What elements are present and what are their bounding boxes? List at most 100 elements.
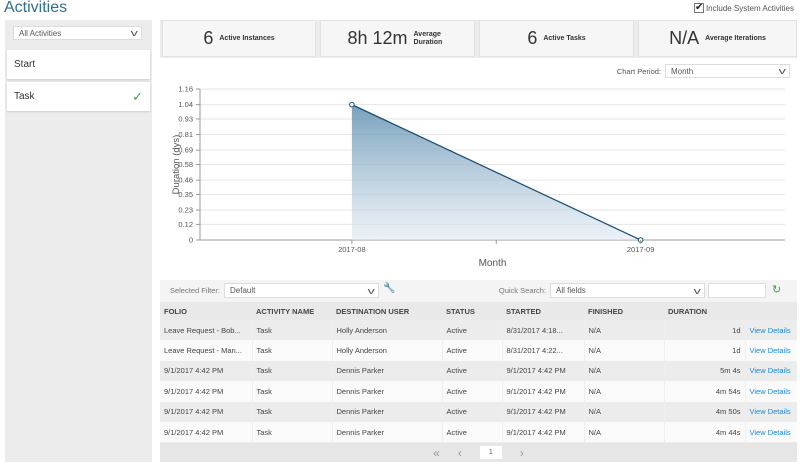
table-cell: 9/1/2017 4:42 PM bbox=[160, 421, 253, 443]
x-tick-label: 2017-08 bbox=[338, 245, 366, 254]
wrench-icon[interactable]: 🔧 bbox=[383, 283, 396, 294]
activity-sidebar: All Activities v Start Task ✓ bbox=[5, 20, 152, 462]
column-header[interactable]: STARTED bbox=[502, 302, 584, 320]
column-header[interactable]: DURATION bbox=[664, 302, 745, 320]
table-cell: Dennis Parker bbox=[332, 401, 443, 422]
table-cell: Dennis Parker bbox=[332, 381, 443, 402]
table-cell: 4m 44s bbox=[664, 421, 746, 443]
table-cell: 5m 4s bbox=[664, 360, 746, 382]
x-axis-title: Month bbox=[479, 258, 507, 269]
duration-chart: 0 0.12 0.23 0.35 0.46 0.58 0.69 0.81 0.93 1.04 1.1… bbox=[171, 85, 785, 269]
table-cell: Task bbox=[252, 320, 333, 341]
include-system-label: Include System Activities bbox=[705, 3, 794, 13]
activity-filter-value: All Activities bbox=[19, 28, 62, 38]
activity-label: Start bbox=[14, 59, 36, 70]
filter-bar: Selected Filter: Default v 🔧 Quick Search… bbox=[160, 280, 797, 302]
y-tick-label: 0.69 bbox=[178, 146, 193, 155]
stat-active-instances: 6 Active Instances bbox=[162, 20, 316, 57]
activity-filter-select[interactable]: All Activities v bbox=[13, 26, 142, 40]
first-page-icon[interactable]: « bbox=[433, 445, 440, 460]
stat-average-iterations: N/A Average Iterations bbox=[638, 20, 797, 57]
prev-page-icon[interactable]: ‹ bbox=[457, 445, 462, 460]
view-details-link[interactable]: View Details bbox=[745, 381, 797, 402]
stat-label: Average Duration bbox=[413, 30, 443, 46]
activity-item-start[interactable]: Start bbox=[7, 50, 150, 79]
table-cell: Task bbox=[252, 381, 333, 402]
table-cell: 4m 50s bbox=[664, 401, 746, 422]
column-header[interactable]: DESTINATION USER bbox=[332, 302, 442, 320]
x-tick-label: 2017-09 bbox=[627, 245, 655, 254]
table-cell: N/A bbox=[584, 320, 665, 341]
table-cell: 8/31/2017 4:22... bbox=[502, 340, 585, 361]
activity-item-task[interactable]: Task ✓ bbox=[7, 82, 150, 111]
table-cell: N/A bbox=[584, 360, 665, 382]
chevron-down-icon: v bbox=[367, 285, 375, 296]
table-cell: 9/1/2017 4:42 PM bbox=[160, 381, 253, 402]
column-header[interactable]: STATUS bbox=[442, 302, 502, 320]
table-cell: N/A bbox=[584, 340, 665, 361]
chart-period-select[interactable]: Month v bbox=[665, 64, 790, 78]
chevron-down-icon: v bbox=[778, 66, 786, 76]
column-header[interactable] bbox=[745, 302, 797, 320]
view-details-link[interactable]: View Details bbox=[749, 407, 791, 417]
page-number-input[interactable]: 1 bbox=[479, 446, 502, 459]
quick-search-label: Quick Search: bbox=[498, 286, 546, 295]
column-header[interactable]: ACTIVITY NAME bbox=[252, 302, 332, 320]
table-cell: 1d bbox=[664, 340, 746, 361]
series-line bbox=[351, 104, 641, 241]
quick-search-scope-value: All fields bbox=[556, 286, 586, 295]
y-tick-label: 0.23 bbox=[178, 206, 193, 215]
table-cell: 8/31/2017 4:18... bbox=[502, 320, 585, 341]
table-row[interactable]: Leave Request - Man... Task Holly Anderson… bbox=[160, 340, 797, 361]
table-row[interactable]: 9/1/2017 4:42 PM Task Dennis Parker Active 9… bbox=[160, 381, 797, 402]
table-cell: 1d bbox=[664, 320, 746, 341]
table-cell: 9/1/2017 4:42 PM bbox=[502, 381, 585, 402]
table-cell: 9/1/2017 4:42 PM bbox=[160, 401, 253, 422]
activity-label: Task bbox=[14, 91, 35, 102]
view-details-link[interactable]: View Details bbox=[745, 340, 797, 361]
table-cell: Leave Request - Bob... bbox=[160, 320, 253, 341]
table-cell: N/A bbox=[584, 401, 665, 422]
table-cell: 9/1/2017 4:42 PM bbox=[502, 360, 585, 382]
table-cell: Active bbox=[442, 360, 503, 382]
table-cell: Active bbox=[442, 401, 503, 422]
stat-value: N/A bbox=[669, 28, 700, 48]
chart-panel: Chart Period: Month v 0 0.12 0.23 0.35 0.46 0.… bbox=[160, 58, 797, 280]
view-details-link[interactable]: View Details bbox=[749, 366, 791, 376]
table-row[interactable]: 9/1/2017 4:42 PM Task Dennis Parker Active 9… bbox=[160, 421, 797, 443]
y-tick-label: 0.35 bbox=[178, 190, 193, 199]
table-row[interactable]: 9/1/2017 4:42 PM Task Dennis Parker Active 9… bbox=[160, 401, 797, 422]
column-header[interactable]: FOLIO bbox=[160, 302, 252, 320]
next-page-icon[interactable]: › bbox=[519, 445, 524, 460]
table-cell: Dennis Parker bbox=[332, 421, 443, 443]
view-details-link[interactable]: View Details bbox=[749, 325, 791, 335]
y-tick-label: 0.12 bbox=[178, 220, 193, 229]
stat-value: 6 bbox=[203, 28, 214, 48]
table-cell: Holly Anderson bbox=[332, 340, 443, 361]
view-details-link[interactable]: View Details bbox=[745, 421, 797, 443]
pagination: « ‹ 1 › bbox=[160, 443, 797, 462]
y-tick-label: 0 bbox=[189, 236, 193, 245]
table-cell: Task bbox=[252, 421, 333, 443]
table-row[interactable]: 9/1/2017 4:42 PM Task Dennis Parker Active 9… bbox=[160, 360, 797, 382]
selected-filter-select[interactable]: Default v bbox=[224, 283, 379, 298]
table-cell: 9/1/2017 4:42 PM bbox=[502, 421, 585, 443]
data-point bbox=[349, 101, 355, 108]
y-tick-label: 0.93 bbox=[178, 114, 193, 123]
table-row[interactable]: Leave Request - Bob... Task Holly Anderson… bbox=[160, 320, 797, 341]
y-tick-label: 0.46 bbox=[178, 176, 193, 185]
table-cell: 9/1/2017 4:42 PM bbox=[502, 401, 585, 422]
stat-label: Average Iterations bbox=[705, 34, 766, 42]
table-cell: Active bbox=[442, 320, 503, 341]
y-tick-label: 1.16 bbox=[178, 85, 193, 94]
quick-search-input[interactable] bbox=[708, 283, 766, 298]
include-system-activities[interactable]: ✔ Include System Activities bbox=[693, 2, 794, 13]
refresh-icon[interactable]: ↻ bbox=[772, 284, 782, 296]
table-cell: Task bbox=[252, 340, 333, 361]
table-cell: 4m 54s bbox=[664, 381, 746, 402]
chevron-down-icon: v bbox=[130, 28, 138, 38]
column-header[interactable]: FINISHED bbox=[584, 302, 664, 320]
include-system-checkbox[interactable]: ✔ bbox=[693, 2, 704, 13]
quick-search-scope-select[interactable]: All fields v bbox=[550, 283, 705, 298]
stat-value: 6 bbox=[527, 28, 538, 48]
